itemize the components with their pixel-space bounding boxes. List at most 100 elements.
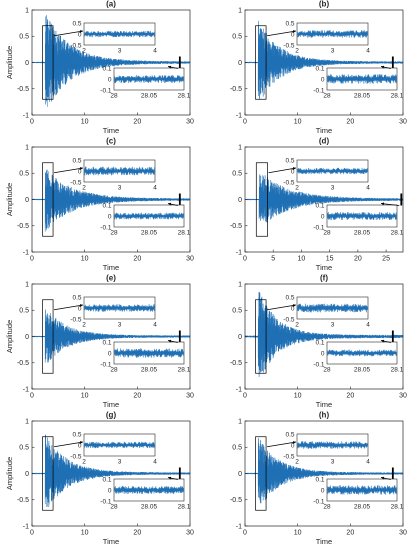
inset-y-tick-label: -0.5	[70, 42, 82, 49]
late-window-marker	[178, 330, 181, 343]
inset-zoom-early: 2 3 4 0.5 0 -0.5	[70, 20, 157, 54]
y-tick-label: -1	[23, 249, 29, 256]
arrow-head	[381, 202, 385, 206]
inset-zoom-late: 28 28.05 28.1 0.1 0 -0.1	[100, 339, 190, 373]
inset-x-tick-label: 28.05	[141, 504, 158, 511]
y-tick-label: -1	[23, 386, 29, 393]
inset-signal-line	[84, 304, 155, 312]
x-axis-label: Time	[316, 263, 332, 272]
signal-line	[31, 169, 191, 232]
inset-y-tick-label: 0.5	[285, 294, 294, 301]
x-tick-label: 30	[186, 256, 194, 263]
x-tick-label: 20	[133, 119, 141, 126]
inset-x-tick-label: 4	[153, 185, 157, 192]
x-tick-label: 30	[186, 393, 194, 400]
inset-zoom-late: 28 28.05 28.1 0.1 0 -0.1	[313, 339, 403, 373]
y-tick-label: 0	[238, 334, 242, 341]
y-tick-label: 0	[25, 334, 29, 341]
x-tick-label: 30	[399, 393, 407, 400]
late-window-marker	[391, 330, 394, 343]
inset-x-tick-label: 28.1	[391, 504, 404, 511]
x-tick-label: 20	[346, 119, 354, 126]
y-tick-label: 1	[238, 281, 242, 288]
y-tick-label: 0.5	[19, 445, 29, 452]
y-tick-label: 1	[25, 144, 29, 151]
arrow-head	[381, 476, 385, 480]
inset-x-tick-label: 4	[366, 48, 370, 55]
y-tick-label: -1	[236, 386, 242, 393]
inset-zoom-early: 2 3 4 0.5 0 -0.5	[283, 294, 370, 328]
inset-zoom-early: 2 3 4 0.5 0 -0.5	[283, 431, 370, 465]
inset-y-tick-label: -0.5	[70, 453, 82, 460]
pointer-arrow	[54, 30, 84, 37]
inset-x-tick-label: 28.05	[141, 367, 158, 374]
inset-x-tick-label: 28.05	[141, 230, 158, 237]
arrow-head	[79, 167, 83, 170]
signal-line	[244, 438, 404, 504]
x-tick-label: 20	[133, 393, 141, 400]
inset-zoom-early: 2 3 4 0.5 0 -0.5	[283, 20, 370, 54]
x-axis-label: Time	[103, 537, 119, 546]
inset-zoom-late: 28 28.05 28.1 0.1 0 -0.1	[100, 202, 190, 236]
x-tick-label: 10	[294, 530, 302, 537]
inset-y-tick-label: -0.5	[283, 42, 295, 49]
pointer-arrow	[267, 30, 297, 37]
panel-label: (b)	[319, 0, 330, 9]
y-tick-label: 0.5	[232, 171, 242, 178]
inset-y-tick-label: 0.1	[102, 476, 111, 483]
zoom-box	[255, 299, 267, 374]
x-tick-label: 20	[354, 256, 362, 263]
inset-y-tick-label: 0	[78, 31, 82, 38]
arrow-head	[381, 339, 385, 343]
inset-x-tick-label: 2	[295, 322, 299, 329]
inset-signal-line	[297, 167, 368, 175]
inset-x-tick-label: 4	[366, 322, 370, 329]
x-tick-label: 15	[326, 256, 334, 263]
panel-label: (e)	[106, 274, 116, 283]
inset-y-tick-label: 0.1	[102, 65, 111, 72]
inset-y-tick-label: -0.5	[283, 179, 295, 186]
zoom-box	[42, 162, 54, 237]
y-tick-label: 0	[25, 197, 29, 204]
late-window-marker	[178, 193, 181, 206]
inset-y-tick-label: 0	[291, 168, 295, 175]
panel-label: (g)	[106, 411, 117, 420]
inset-x-tick-label: 2	[82, 48, 86, 55]
zoom-box	[255, 436, 267, 511]
x-tick-label: 20	[346, 393, 354, 400]
panel-a: (a) 0 10 20 30 -1 -0.5 0 0.5 1 Time Amplitude 2 3 4 0.5…	[5, 0, 194, 135]
inset-y-tick-label: -0.5	[283, 453, 295, 460]
inset-x-tick-label: 4	[366, 459, 370, 466]
inset-x-tick-label: 2	[295, 185, 299, 192]
panel-label: (h)	[319, 411, 330, 420]
inset-y-tick-label: 0	[291, 442, 295, 449]
y-tick-label: 1	[25, 281, 29, 288]
panel-label: (c)	[106, 137, 116, 146]
signal-line	[31, 309, 191, 363]
inset-x-tick-label: 28	[323, 93, 331, 100]
signal-line	[244, 291, 404, 377]
x-axis-label: Time	[103, 400, 119, 409]
arrow-head	[292, 304, 296, 307]
pointer-arrow	[54, 441, 84, 448]
x-tick-label: 25	[382, 256, 390, 263]
inset-x-tick-label: 3	[118, 459, 122, 466]
y-tick-label: 0	[238, 471, 242, 478]
y-tick-label: 0.5	[232, 34, 242, 41]
inset-y-tick-label: -0.5	[283, 316, 295, 323]
inset-signal-line	[84, 441, 155, 449]
inset-signal-line	[114, 212, 184, 220]
y-tick-label: -1	[23, 523, 29, 530]
inset-x-tick-label: 28	[110, 367, 118, 374]
x-axis-label: Time	[316, 126, 332, 135]
late-window-marker	[178, 56, 181, 69]
inset-x-tick-label: 28	[110, 230, 118, 237]
inset-signal-line	[327, 211, 397, 221]
x-tick-label: 0	[30, 393, 34, 400]
x-tick-label: 0	[243, 530, 247, 537]
y-axis-label: Amplitude	[5, 46, 14, 79]
inset-y-tick-label: -0.1	[313, 224, 325, 231]
